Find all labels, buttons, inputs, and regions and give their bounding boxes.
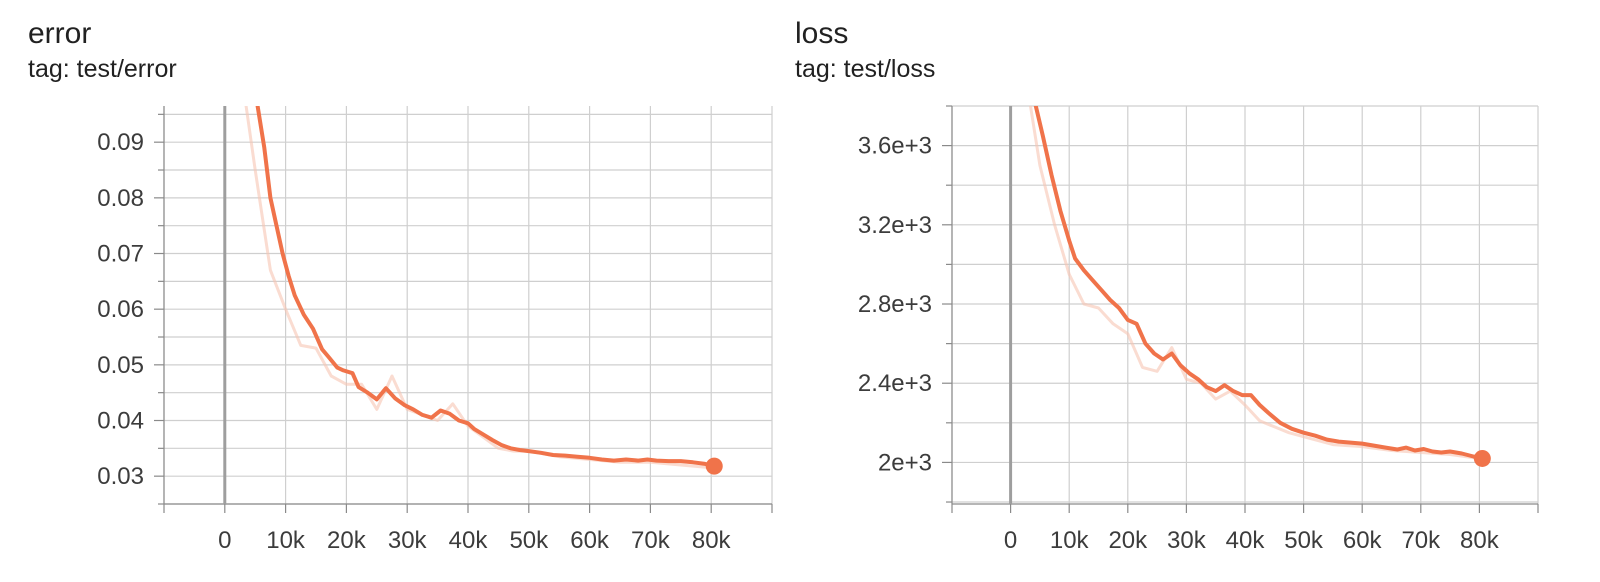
y-tick-label: 0.09	[97, 129, 144, 156]
chart-subtitle: tag: test/loss	[795, 55, 936, 83]
error-plot[interactable]: 0.03 0.04 0.05 0.06 0.07 0.08 0.09 0 10k 20k 30k 40…	[0, 0, 800, 582]
error-chart-panel: error tag: test/error 0.03 0.04 0.05 0.06 0.…	[0, 0, 800, 582]
loss-chart-panel: loss tag: test/loss 2e+3 2.4e+3 2.8e+3 3.2e…	[795, 0, 1600, 582]
chart-title: error	[28, 17, 92, 50]
x-tick-label: 50k	[1284, 527, 1324, 554]
last-point-marker[interactable]	[705, 457, 723, 475]
x-tick-label: 20k	[327, 527, 367, 554]
y-tick-label: 2.4e+3	[858, 370, 932, 397]
x-tick-label: 60k	[570, 527, 610, 554]
x-tick-label: 40k	[449, 527, 489, 554]
smoothed-series-line	[1033, 106, 1485, 461]
x-tick-label: 0	[1004, 527, 1017, 554]
x-tick-label: 80k	[1460, 527, 1500, 554]
y-tick-label: 3.2e+3	[858, 212, 932, 239]
x-tick-label: 0	[218, 527, 231, 554]
x-tick-label: 70k	[1401, 527, 1441, 554]
smoothed-series-line	[255, 106, 717, 469]
y-tick-label: 0.04	[97, 408, 144, 435]
x-tick-label: 50k	[509, 527, 549, 554]
x-tick-label: 30k	[1167, 527, 1207, 554]
x-tick-label: 30k	[388, 527, 428, 554]
x-tick-label: 40k	[1226, 527, 1266, 554]
y-tick-label: 2.8e+3	[858, 291, 932, 318]
y-tick-label: 0.07	[97, 241, 144, 268]
last-point-marker[interactable]	[1473, 449, 1491, 467]
y-tick-label: 0.08	[97, 185, 144, 212]
y-tick-label: 0.05	[97, 352, 144, 379]
y-tick-label: 3.6e+3	[858, 133, 932, 160]
x-tick-label: 80k	[692, 527, 732, 554]
y-tick-label: 2e+3	[878, 449, 932, 476]
chart-title: loss	[795, 17, 849, 50]
y-tick-label: 0.06	[97, 296, 144, 323]
x-tick-label: 70k	[631, 527, 671, 554]
raw-series-line	[244, 106, 713, 470]
x-tick-label: 10k	[266, 527, 306, 554]
y-tick-label: 0.03	[97, 463, 144, 490]
raw-series-line	[1029, 106, 1481, 460]
loss-plot[interactable]: 2e+3 2.4e+3 2.8e+3 3.2e+3 3.6e+3 0 10k 20k 30k 40…	[800, 0, 1600, 582]
x-tick-label: 20k	[1108, 527, 1148, 554]
x-tick-label: 10k	[1050, 527, 1090, 554]
x-tick-label: 60k	[1343, 527, 1383, 554]
chart-subtitle: tag: test/error	[28, 55, 177, 83]
